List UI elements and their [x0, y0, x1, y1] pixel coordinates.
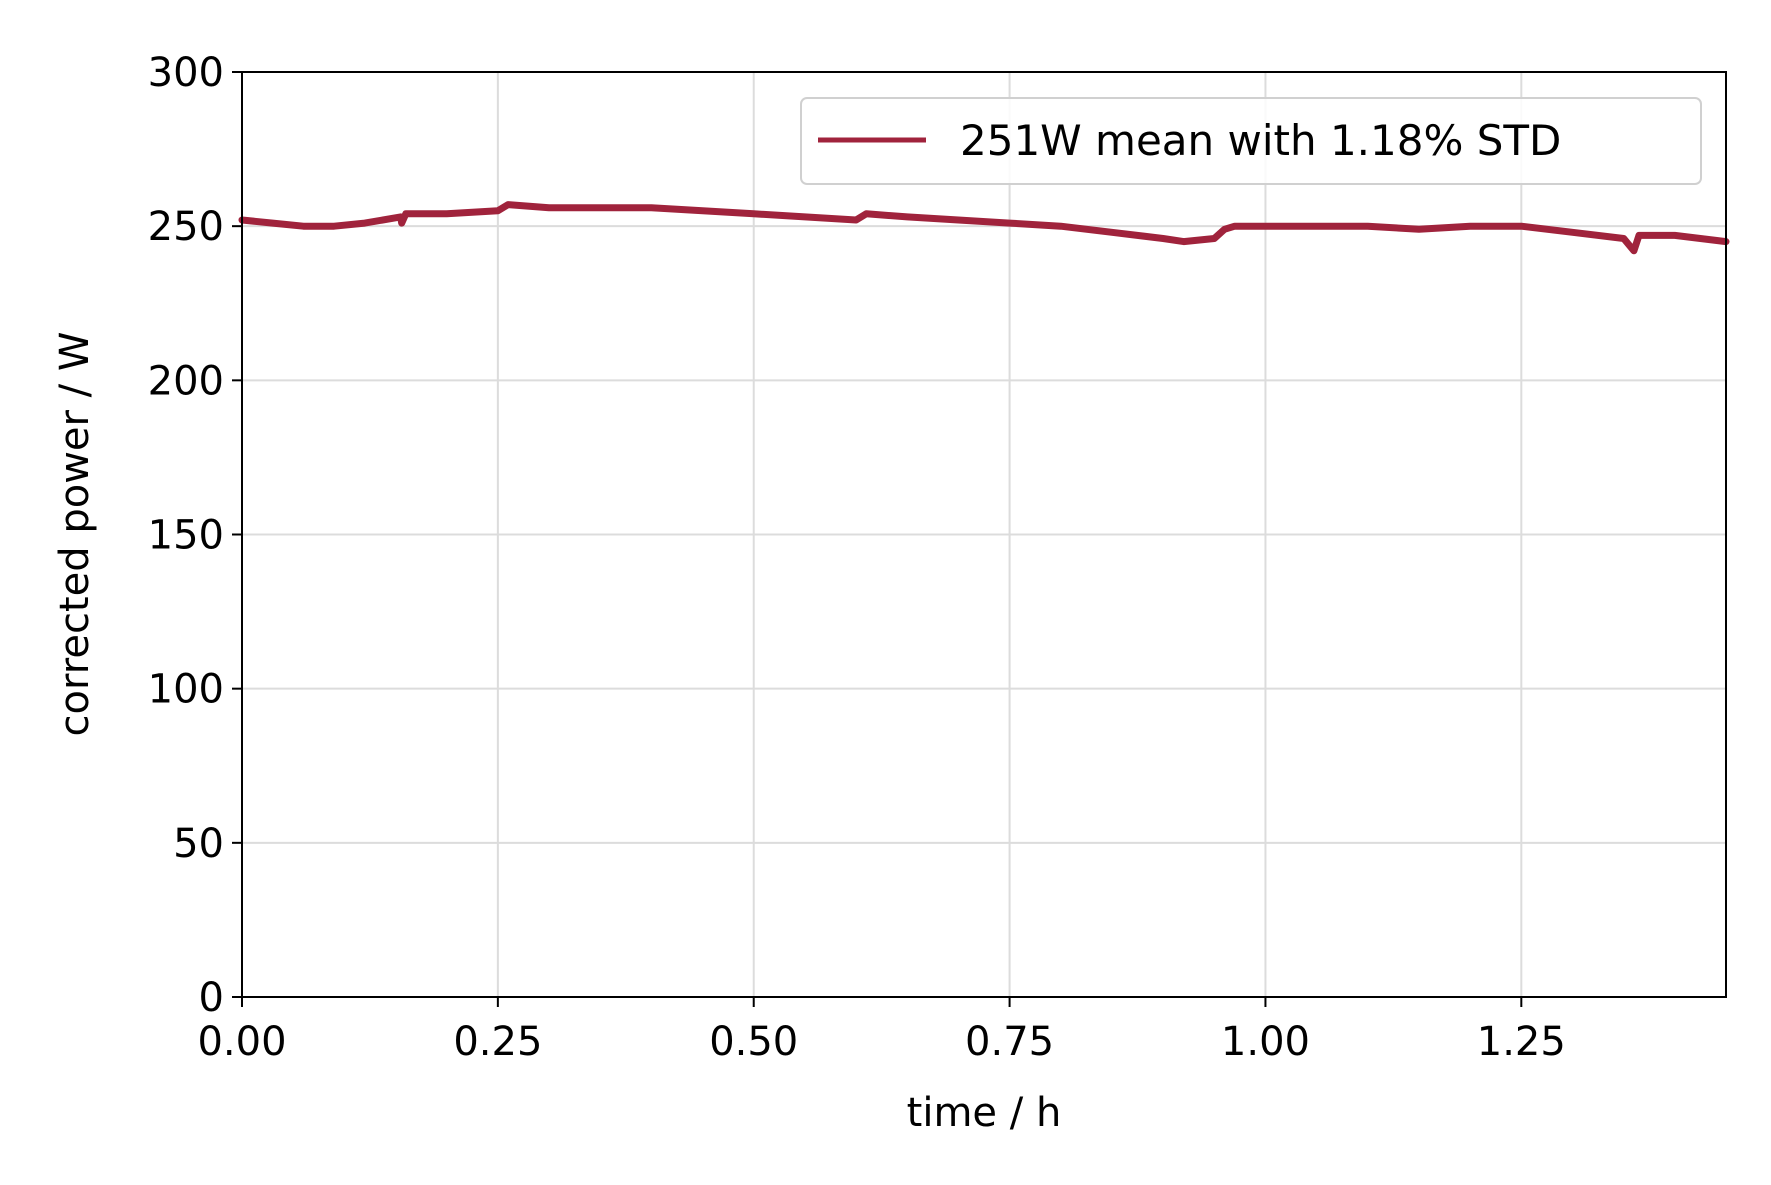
y-tick-label: 300 [148, 50, 224, 96]
x-tick-label: 0.75 [965, 1019, 1054, 1065]
x-tick-label: 0.25 [453, 1019, 542, 1065]
x-tick-label: 0.00 [197, 1019, 286, 1065]
legend-label: 251W mean with 1.18% STD [960, 116, 1561, 165]
x-tick-label: 0.50 [709, 1019, 798, 1065]
x-axis-label: time / h [907, 1090, 1062, 1136]
legend-box [800, 97, 1702, 185]
y-tick-label: 150 [148, 513, 224, 559]
y-tick-label: 50 [173, 821, 224, 867]
legend: 251W mean with 1.18% STD [800, 97, 1702, 185]
y-tick-label: 200 [148, 358, 224, 404]
x-tick-label: 1.25 [1477, 1019, 1566, 1065]
series-line [238, 201, 1730, 255]
y-tick-label: 0 [199, 975, 224, 1021]
x-tick-label: 1.00 [1221, 1019, 1310, 1065]
y-tick-label: 250 [148, 204, 224, 250]
y-tick-label: 100 [148, 667, 224, 713]
axis-ticks: 0.00 0.25 0.50 0.75 1.00 1.25 0 50 100 150 200 250 3… [148, 50, 1566, 1065]
y-axis-label: corrected power / W [52, 332, 98, 737]
series-layer [238, 201, 1730, 255]
